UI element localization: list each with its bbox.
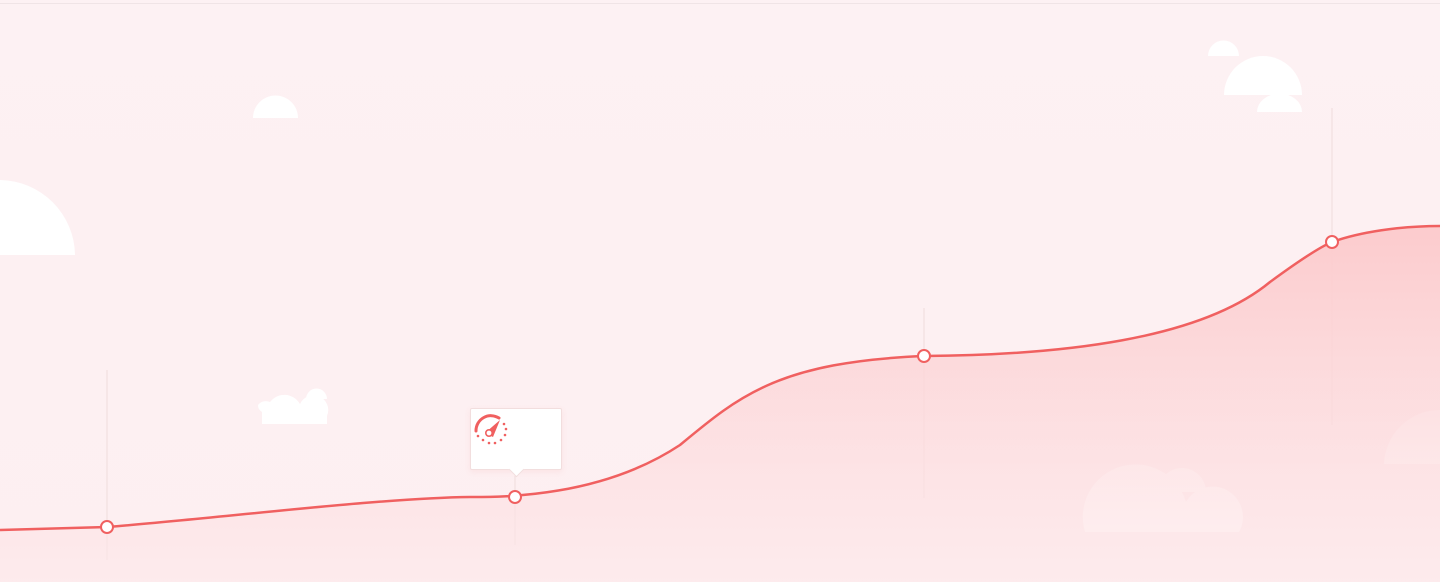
cloud-small-left: [257, 394, 329, 424]
growth-area: [0, 226, 1440, 582]
milestone-markers: [100, 235, 1339, 534]
cloud-half-left: [0, 180, 75, 255]
milestone-marker[interactable]: [508, 490, 522, 504]
cloud-top-right-lower: [1257, 93, 1302, 112]
growth-line: [0, 224, 1440, 532]
cloud-puff-left: [306, 388, 327, 399]
cloud-top-right: [1224, 56, 1302, 95]
milestone-marker[interactable]: [917, 349, 931, 363]
milestone-marker[interactable]: [100, 520, 114, 534]
milestone-marker[interactable]: [1325, 235, 1339, 249]
milestone-tooltip: [470, 408, 562, 470]
cloud-tiny-top-right: [1208, 40, 1239, 56]
speedometer-icon: [474, 414, 508, 445]
cloud-small-top-center: [253, 95, 298, 118]
